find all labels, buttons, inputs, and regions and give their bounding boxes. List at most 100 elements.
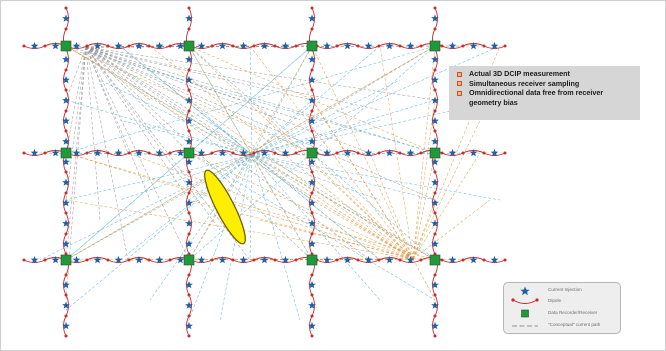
dipole-electrode [44, 152, 47, 155]
dipole-electrode [107, 45, 110, 48]
receiver-square-icon [184, 148, 194, 158]
dipole-electrode [434, 274, 437, 277]
dipole-electrode [311, 294, 314, 297]
dipole-electrode [311, 7, 314, 10]
dipole-electrode [188, 7, 191, 10]
star-icon [219, 256, 227, 263]
callout-item: Actual 3D DCIP measurement [455, 69, 634, 79]
dipole-electrode [357, 45, 360, 48]
current-path-line [100, 80, 252, 155]
dipole-electrode [399, 45, 402, 48]
dipole-electrode [441, 45, 444, 48]
bullet-icon [457, 72, 462, 77]
current-path-line [66, 47, 86, 200]
dipole-electrode [148, 259, 151, 262]
current-path-line [86, 47, 300, 120]
dipole-electrode [253, 259, 256, 262]
star-icon [386, 42, 394, 49]
dipole-electrode [188, 69, 191, 72]
legend-label: Current Injection [548, 287, 582, 292]
current-path-line [252, 155, 500, 200]
dipole-electrode [65, 28, 68, 31]
dipole-electrode [232, 152, 235, 155]
receiver-square-icon [510, 309, 540, 319]
legend-item-dipole: Dipole [504, 297, 622, 307]
star-icon [261, 42, 269, 49]
star-icon [344, 256, 352, 263]
star-icon [94, 149, 102, 156]
dipole-electrode [311, 335, 314, 338]
dipole-electrode [483, 45, 486, 48]
dipole-electrode [311, 233, 314, 236]
dipole-electrode [378, 259, 381, 262]
current-path-line [86, 47, 435, 200]
dipole-electrode [169, 259, 172, 262]
legend-label: Dipole [548, 298, 561, 303]
current-paths [40, 46, 500, 320]
dipole-electrode [188, 294, 191, 297]
dipole-electrode [378, 45, 381, 48]
dipole-electrode [253, 152, 256, 155]
receiver-square-icon [184, 41, 194, 51]
star-icon [135, 149, 143, 156]
current-path-line [260, 220, 413, 259]
dipole-electrode [148, 45, 151, 48]
dashed-line-icon [510, 321, 540, 331]
dipole-electrode [336, 45, 339, 48]
dipole-electrode [434, 212, 437, 215]
dipole-electrode [65, 294, 68, 297]
dipole-electrode [232, 45, 235, 48]
dipole-electrode [441, 259, 444, 262]
dipole-electrode [65, 233, 68, 236]
current-path-line [413, 100, 435, 259]
dipole-electrode [23, 45, 26, 48]
dipole-electrode [65, 130, 68, 133]
dipole-electrode [128, 45, 131, 48]
dipole-electrode [188, 212, 191, 215]
legend-label: Data Recorder/Receiver [548, 310, 597, 315]
current-path-line [86, 47, 100, 220]
current-path-line [86, 47, 312, 100]
star-icon [52, 256, 60, 263]
dipole-electrode [462, 152, 465, 155]
dipole-electrode [420, 45, 423, 48]
current-path-line [252, 46, 380, 155]
dipole-electrode [188, 192, 191, 195]
dipole-electrode [311, 171, 314, 174]
star-icon [386, 149, 394, 156]
dipole-electrode [65, 7, 68, 10]
star-icon [177, 149, 185, 156]
dipole-electrode [65, 335, 68, 338]
star-icon [386, 256, 394, 263]
current-injection-stars [31, 14, 499, 329]
dipole-electrode [434, 294, 437, 297]
current-path-line [120, 155, 252, 200]
receiver-square-icon [307, 148, 317, 158]
current-path-line [250, 153, 413, 259]
receiver-square-icon [61, 148, 71, 158]
dipole-electrode [44, 45, 47, 48]
dipole-electrode [211, 152, 214, 155]
star-icon [470, 149, 478, 156]
dipole-electrode [311, 69, 314, 72]
dipole-electrode [65, 110, 68, 113]
dipole-electrode [434, 69, 437, 72]
dipole-electrode [434, 171, 437, 174]
receiver-square-icon [430, 255, 440, 265]
current-path-line [86, 47, 189, 200]
receiver-square-icon [61, 41, 71, 51]
dipole-electrode [311, 110, 314, 113]
legend: Current Injection Dipole Data Recorder/R… [503, 282, 621, 334]
dipole-electrode [188, 130, 191, 133]
dipole-electrode [311, 89, 314, 92]
dipole-electrode [169, 152, 172, 155]
star-icon [261, 256, 269, 263]
star-icon [135, 256, 143, 263]
dipole-electrode [311, 315, 314, 318]
dipole-electrode [357, 152, 360, 155]
star-icon [470, 256, 478, 263]
dipole-electrode [295, 152, 298, 155]
dipole-electrode [188, 335, 191, 338]
star-icon [510, 286, 540, 296]
current-path-line [413, 100, 490, 259]
